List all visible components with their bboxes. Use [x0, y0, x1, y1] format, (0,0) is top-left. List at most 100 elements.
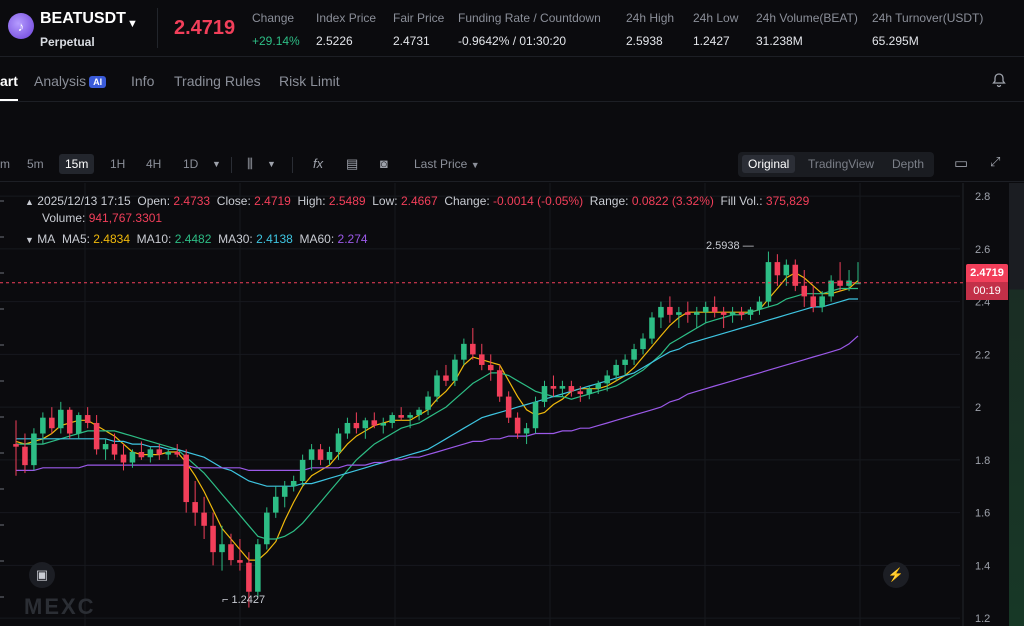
tab-chart[interactable]: art: [0, 73, 18, 89]
timeframe-15m[interactable]: 15m: [59, 154, 95, 174]
timeframe-4h[interactable]: 4H: [146, 157, 162, 171]
candle-body: [765, 262, 772, 302]
candle-body: [729, 312, 736, 315]
candle-body: [22, 446, 28, 466]
candle-body: [685, 312, 691, 315]
candle-body: [505, 396, 512, 418]
price-type-select[interactable]: Last Price ▼: [414, 157, 480, 171]
timeframe-1m[interactable]: m: [0, 157, 10, 171]
y-axis-tick-label: 1.8: [975, 455, 990, 467]
legend-datetime: 2025/12/13 17:15: [37, 194, 131, 208]
candle-body: [846, 280, 852, 286]
stat-24h-high: 24h High 2.5938: [626, 11, 675, 48]
last-price: 2.4719: [174, 17, 236, 39]
candle-body: [120, 454, 127, 463]
chat-icon[interactable]: ▣: [29, 562, 55, 588]
timeframe-1d[interactable]: 1D: [183, 157, 199, 171]
candle-body: [219, 544, 225, 553]
candle-body: [487, 364, 494, 371]
candle-body: [246, 562, 252, 592]
candle-countdown: 00:19: [966, 282, 1008, 300]
candle-body: [461, 343, 467, 360]
ma-line-ma60: [16, 335, 859, 471]
view-depth[interactable]: Depth: [892, 157, 925, 171]
candle-body: [550, 386, 557, 389]
candle-body: [649, 317, 655, 339]
candle-body: [658, 306, 664, 318]
candle-body: [747, 309, 754, 315]
candle-type-icon[interactable]: ⫼: [247, 156, 253, 171]
candle-body: [855, 283, 861, 285]
window-icon[interactable]: ▭: [954, 155, 969, 172]
beat-token-icon: ♪: [8, 13, 34, 39]
candle-body: [783, 264, 790, 276]
candle-body: [443, 375, 449, 381]
tab-analysis[interactable]: Analysis AI: [34, 73, 107, 89]
candle-body: [272, 496, 279, 513]
candle-body: [84, 415, 91, 423]
timeframe-dropdown-icon[interactable]: ▼: [212, 159, 221, 169]
candlestick-chart[interactable]: 2.82.62.42.221.81.61.41.2: [0, 183, 1024, 626]
lightning-icon[interactable]: ⚡: [883, 562, 909, 588]
current-price-value: 2.4719: [970, 267, 1004, 279]
stat-funding-rate[interactable]: Funding Rate / Countdown -0.9642% / 01:3…: [458, 11, 601, 48]
view-switcher: Original TradingView Depth: [738, 152, 934, 177]
candle-body: [174, 451, 181, 455]
ai-badge: AI: [89, 76, 107, 89]
stat-index-price: Index Price 2.5226: [316, 11, 377, 48]
candle-body: [819, 296, 825, 307]
candle-body: [371, 420, 378, 426]
candle-body: [801, 285, 808, 297]
candle-body: [720, 312, 727, 315]
stat-24h-turnover: 24h Turnover(USDT) 65.295M: [872, 11, 984, 48]
y-axis-tick-label: 2.6: [975, 244, 990, 256]
candle-body: [183, 454, 189, 503]
indicator-fx-icon[interactable]: fx: [313, 156, 324, 171]
candle-body: [326, 451, 333, 460]
chevron-down-icon[interactable]: ▼: [267, 159, 276, 169]
candle-body: [210, 525, 216, 553]
candle-body: [317, 449, 324, 460]
tab-risk-limit[interactable]: Risk Limit: [279, 73, 340, 89]
stat-fair-price: Fair Price 2.4731: [393, 11, 445, 48]
candle-body: [192, 502, 198, 513]
candle-body: [568, 386, 575, 392]
view-tradingview[interactable]: TradingView: [808, 157, 875, 171]
bell-icon[interactable]: [991, 72, 1007, 88]
contract-type: Perpetual: [40, 35, 95, 49]
candle-body: [559, 386, 566, 389]
ma-collapse-icon[interactable]: ▼: [25, 235, 34, 245]
y-axis-tick-label: 2.8: [975, 191, 990, 203]
legend-collapse-icon[interactable]: ▲: [25, 197, 34, 207]
candle-body: [470, 343, 476, 355]
candle-body: [622, 359, 628, 365]
ma-legend: ▼ MA MA5: 2.4834 MA10: 2.4482 MA30: 2.41…: [25, 232, 368, 246]
chevron-down-icon[interactable]: ▼: [127, 18, 138, 30]
timeframe-5m[interactable]: 5m: [27, 157, 44, 171]
camera-icon[interactable]: ◙: [380, 156, 388, 171]
candle-body: [264, 512, 270, 545]
candle-body: [595, 383, 602, 389]
tab-info[interactable]: Info: [131, 73, 155, 89]
candle-body: [792, 264, 799, 286]
candle-body: [604, 375, 610, 384]
candle-body: [93, 422, 100, 450]
low-marker: ⌐ 1.2427: [222, 594, 266, 606]
high-marker: 2.5938 —: [706, 240, 754, 252]
candle-body: [586, 388, 593, 394]
tab-trading-rules[interactable]: Trading Rules: [174, 73, 261, 89]
symbol-name[interactable]: BEATUSDT: [40, 10, 126, 27]
candle-body: [837, 280, 843, 286]
ma-line-ma30: [16, 298, 858, 487]
candle-body: [66, 409, 73, 434]
chart-toolbar: m 5m 15m 1H 4H 1D ▼ ⫼ ▼ fx ▤ ◙ Last Pric…: [0, 148, 1024, 182]
timeframe-1h[interactable]: 1H: [110, 157, 126, 171]
fullscreen-icon[interactable]: ⤢: [990, 154, 1001, 169]
view-original[interactable]: Original: [742, 155, 796, 173]
layout-grid-icon[interactable]: ▤: [346, 156, 359, 171]
candle-body: [138, 451, 145, 458]
candle-body: [40, 417, 46, 434]
candle-body: [676, 312, 682, 315]
candle-body: [738, 312, 745, 315]
candle-body: [281, 486, 288, 497]
